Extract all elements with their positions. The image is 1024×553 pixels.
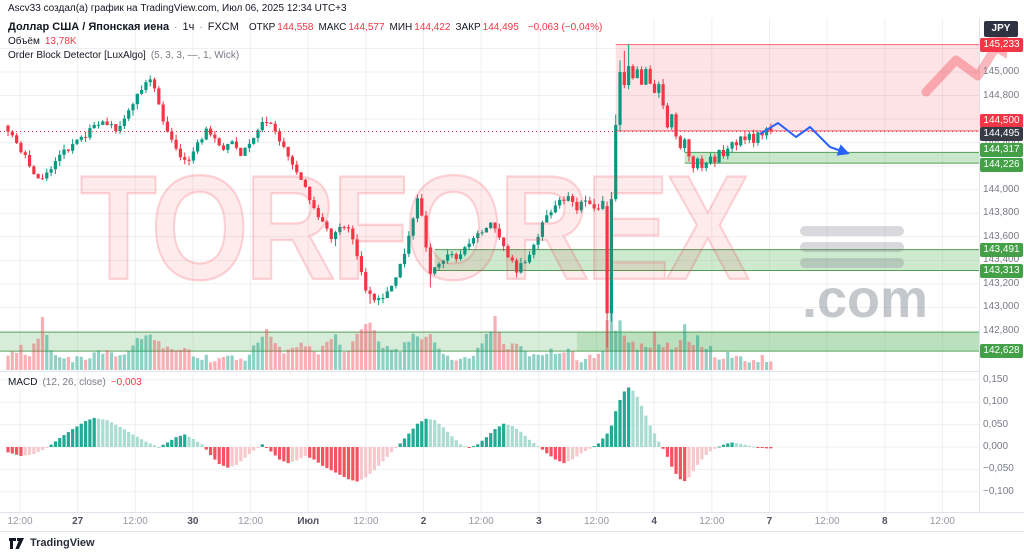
currency-button[interactable]: JPY: [984, 21, 1018, 37]
ohlc-values: ОТКР 144,558 МАКС 144,577 МИН 144,422 ЗАКР 144,…: [244, 22, 519, 33]
orderblock-params: (5, 3, 3, —, 1, Wick): [150, 49, 240, 61]
exchange-label[interactable]: FXCM: [207, 21, 239, 33]
macd-layer[interactable]: [6, 387, 773, 482]
ohlc-МАКС: МАКС 144,577: [318, 21, 385, 33]
macd-params: (12, 26, close): [42, 376, 106, 388]
demand-zone-1: [684, 152, 979, 164]
tradingview-logo-text[interactable]: TradingView: [30, 536, 95, 549]
macd-value: −0,003: [110, 376, 142, 388]
symbol-row[interactable]: Доллар США / Японская иена · 1ч · FXCM О…: [8, 20, 602, 34]
tradingview-logo-icon[interactable]: [8, 535, 25, 550]
volume-indicator-label[interactable]: Объём: [8, 35, 40, 47]
macd-indicator-label[interactable]: MACD: [8, 376, 38, 388]
share-header: Ascv33 создал(а) график на TradingView.c…: [0, 0, 1024, 18]
chart-legend: Доллар США / Японская иена · 1ч · FXCM О…: [8, 20, 602, 62]
separator-dot: ·: [174, 21, 178, 33]
macd-indicator-row[interactable]: MACD (12, 26, close) −0,003: [8, 375, 142, 389]
symbol-title[interactable]: Доллар США / Японская иена: [8, 21, 170, 33]
macd-legend: MACD (12, 26, close) −0,003: [8, 375, 142, 389]
orderblock-indicator-label[interactable]: Order Block Detector [LuxAlgo]: [8, 49, 146, 61]
volume-value: 13,78K: [44, 35, 77, 47]
volume-indicator-row[interactable]: Объём 13,78K: [8, 34, 602, 48]
orderblock-indicator-row[interactable]: Order Block Detector [LuxAlgo] (5, 3, 3,…: [8, 48, 602, 62]
bottom-toolbar: TradingView: [0, 531, 1024, 553]
price-axis[interactable]: [980, 18, 1024, 512]
interval-label[interactable]: 1ч: [182, 21, 195, 33]
orderblock-zones-layer: [0, 44, 979, 352]
ohlc-ЗАКР: ЗАКР 144,495: [455, 21, 519, 33]
share-header-text: Ascv33 создал(а) график на TradingView.c…: [8, 3, 347, 14]
candles-layer[interactable]: [6, 44, 773, 348]
demand-zone-3-overlay: [576, 332, 979, 352]
ohlc-МИН: МИН 144,422: [389, 21, 451, 33]
overlays-layer: [0, 18, 1024, 513]
volume-layer[interactable]: [6, 294, 773, 370]
ohlc-ОТКР: ОТКР 144,558: [248, 21, 314, 33]
demand-zone-3: [0, 332, 979, 352]
separator-dot: ·: [199, 21, 203, 33]
demand-zone-2: [434, 249, 979, 271]
change-value: −0,063 (−0,04%): [527, 21, 603, 33]
grid-layer: [0, 18, 979, 512]
